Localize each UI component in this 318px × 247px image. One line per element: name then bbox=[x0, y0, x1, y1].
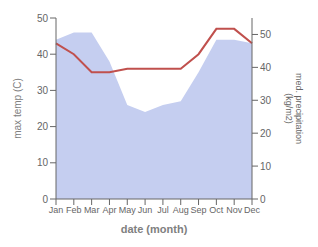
svg-text:10: 10 bbox=[37, 157, 49, 168]
svg-text:Jan: Jan bbox=[49, 205, 64, 215]
svg-text:10: 10 bbox=[260, 161, 272, 172]
svg-text:20: 20 bbox=[37, 121, 49, 132]
svg-text:Jun: Jun bbox=[138, 205, 153, 215]
svg-text:Feb: Feb bbox=[66, 205, 82, 215]
svg-text:Apr: Apr bbox=[102, 205, 116, 215]
svg-text:Oct: Oct bbox=[209, 205, 224, 215]
svg-text:May: May bbox=[119, 205, 137, 215]
svg-text:40: 40 bbox=[260, 62, 272, 73]
svg-text:Nov: Nov bbox=[226, 205, 243, 215]
svg-text:med. precipitation(kg/m2): med. precipitation(kg/m2) bbox=[284, 73, 304, 144]
svg-text:40: 40 bbox=[37, 49, 49, 60]
svg-text:20: 20 bbox=[260, 128, 272, 139]
svg-text:Aug: Aug bbox=[173, 205, 189, 215]
svg-text:Dec: Dec bbox=[244, 205, 261, 215]
svg-text:Mar: Mar bbox=[84, 205, 100, 215]
svg-text:date (month): date (month) bbox=[121, 223, 188, 235]
svg-text:50: 50 bbox=[37, 13, 49, 24]
svg-text:30: 30 bbox=[260, 95, 272, 106]
svg-text:Sep: Sep bbox=[191, 205, 207, 215]
svg-text:30: 30 bbox=[37, 85, 49, 96]
svg-text:0: 0 bbox=[42, 194, 48, 205]
svg-text:50: 50 bbox=[260, 29, 272, 40]
svg-text:0: 0 bbox=[260, 194, 266, 205]
svg-text:Jul: Jul bbox=[157, 205, 169, 215]
svg-text:max temp (C): max temp (C) bbox=[12, 78, 23, 139]
